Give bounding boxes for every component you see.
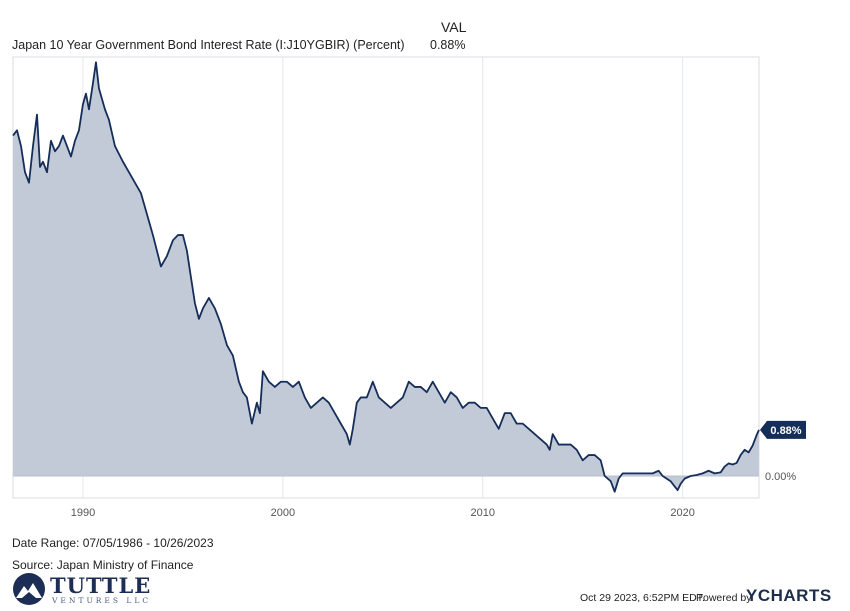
ycharts-brand[interactable]: YCHARTS [746, 586, 832, 605]
last-value-label: 0.88% [770, 425, 801, 437]
x-tick-label-2010: 2010 [471, 507, 495, 519]
legend-series-value: 0.88% [430, 38, 466, 52]
tuttle-logo: TUTTLE VENTURES LLC [12, 572, 182, 606]
x-tick-label-2000: 2000 [271, 507, 295, 519]
series-area [13, 62, 759, 492]
mountain-logo-icon [13, 573, 45, 605]
timestamp: Oct 29 2023, 6:52PM EDT. [580, 592, 705, 604]
x-tick-label-2020: 2020 [670, 507, 694, 519]
data-source: Source: Japan Ministry of Finance [12, 558, 194, 572]
last-value-flag [760, 420, 806, 439]
legend-header: VAL [441, 19, 467, 35]
legend-series-label: Japan 10 Year Government Bond Interest R… [12, 38, 405, 52]
series-line [12, 61, 760, 493]
x-tick-label-1990: 1990 [71, 507, 95, 519]
date-range: Date Range: 07/05/1986 - 10/26/2023 [12, 536, 214, 550]
logo-subtitle: VENTURES LLC [52, 596, 152, 605]
y-reference-label: 0.00% [765, 471, 796, 483]
logo-wordmark: TUTTLE [50, 573, 152, 598]
powered-by-label: Powered by [696, 592, 752, 604]
